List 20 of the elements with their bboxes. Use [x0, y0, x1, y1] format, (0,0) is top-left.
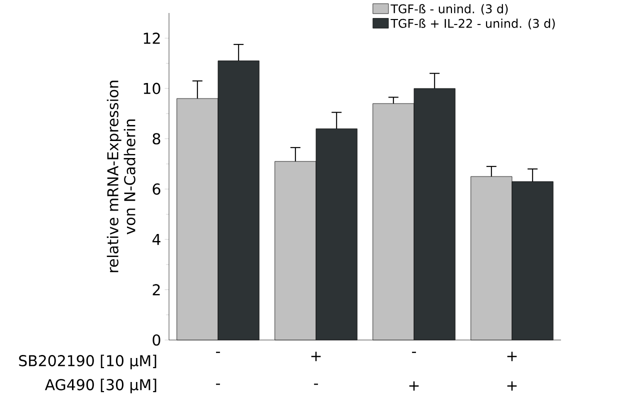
y-tick-label: 6: [152, 183, 160, 195]
y-tick-label: 10: [144, 82, 160, 94]
y-tick-label: 12: [144, 32, 160, 44]
x-tick-label: +: [311, 352, 321, 362]
y-tick-label: 0: [152, 334, 160, 346]
text: -: [216, 384, 220, 385]
legend-label: TGF-ß - unind. (3 d): [390, 4, 508, 15]
text: -: [314, 384, 318, 385]
y-tick-label: 8: [152, 133, 160, 144]
text: +: [507, 381, 517, 391]
y-axis-title: relative mRNA-Expression von N-Cadherin: [106, 80, 136, 272]
x-tick-label: +: [507, 352, 517, 362]
y-tick-label: 4: [152, 234, 160, 245]
x-tick-label: -: [412, 352, 416, 353]
text: +: [409, 381, 419, 391]
text: SB202190 [10 µM]: [19, 354, 156, 370]
x-tick-label: -: [216, 352, 220, 353]
text: AG490 [30 µM]: [44, 378, 156, 394]
y-tick-label: 2: [152, 284, 160, 296]
legend-label: TGF-ß + IL-22 - unind. (3 d): [390, 18, 555, 30]
